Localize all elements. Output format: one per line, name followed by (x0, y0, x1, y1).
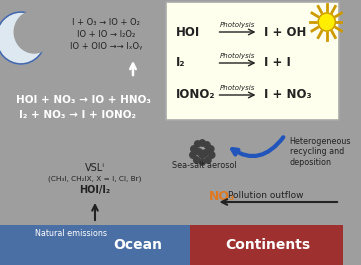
Circle shape (209, 152, 215, 158)
FancyBboxPatch shape (0, 225, 343, 265)
Circle shape (191, 146, 197, 152)
Text: Photolysis: Photolysis (220, 53, 255, 59)
Circle shape (0, 12, 45, 64)
Text: IO + IO → I₂O₂: IO + IO → I₂O₂ (77, 30, 135, 39)
Text: HOI: HOI (176, 25, 200, 38)
Text: (CH₃I, CH₂IX, X = I, Cl, Br): (CH₃I, CH₂IX, X = I, Cl, Br) (48, 176, 142, 182)
Circle shape (14, 11, 54, 53)
Text: NO₃: NO₃ (209, 189, 235, 202)
Text: I + OH: I + OH (264, 25, 306, 38)
Text: HOI/I₂: HOI/I₂ (79, 185, 110, 195)
Circle shape (195, 141, 201, 147)
Circle shape (190, 152, 196, 158)
Circle shape (208, 146, 214, 152)
Text: I + O₃ → IO + O₂: I + O₃ → IO + O₂ (73, 18, 140, 27)
Text: IONO₂: IONO₂ (176, 89, 215, 101)
Text: Heterogeneous
recycling and
deposition: Heterogeneous recycling and deposition (290, 137, 351, 167)
Text: Pollution outflow: Pollution outflow (228, 192, 304, 201)
Text: I₂: I₂ (176, 56, 185, 69)
Text: Photolysis: Photolysis (220, 85, 255, 91)
Circle shape (205, 157, 211, 163)
Text: Sea-salt aerosol: Sea-salt aerosol (172, 161, 236, 170)
Circle shape (193, 157, 200, 163)
Circle shape (199, 140, 205, 146)
Text: Natural emissions: Natural emissions (35, 228, 107, 237)
FancyBboxPatch shape (190, 225, 343, 265)
Circle shape (202, 150, 208, 156)
Text: Ocean: Ocean (113, 238, 162, 252)
Text: IO + OIO →→ IₓOᵧ: IO + OIO →→ IₓOᵧ (70, 42, 143, 51)
Text: Continents: Continents (225, 238, 310, 252)
Circle shape (204, 142, 210, 148)
Circle shape (206, 147, 212, 153)
Circle shape (318, 13, 335, 31)
FancyBboxPatch shape (166, 2, 339, 120)
Circle shape (196, 149, 203, 155)
Text: I₂ + NO₃ → I + IONO₂: I₂ + NO₃ → I + IONO₂ (19, 110, 136, 120)
Text: I + I: I + I (264, 56, 291, 69)
Text: VSLⁱ: VSLⁱ (85, 163, 105, 173)
Text: Photolysis: Photolysis (220, 22, 255, 28)
Text: I + NO₃: I + NO₃ (264, 89, 312, 101)
Circle shape (199, 152, 205, 158)
Circle shape (199, 159, 205, 165)
Text: HOI + NO₃ → IO + HNO₃: HOI + NO₃ → IO + HNO₃ (16, 95, 151, 105)
Circle shape (193, 148, 199, 154)
